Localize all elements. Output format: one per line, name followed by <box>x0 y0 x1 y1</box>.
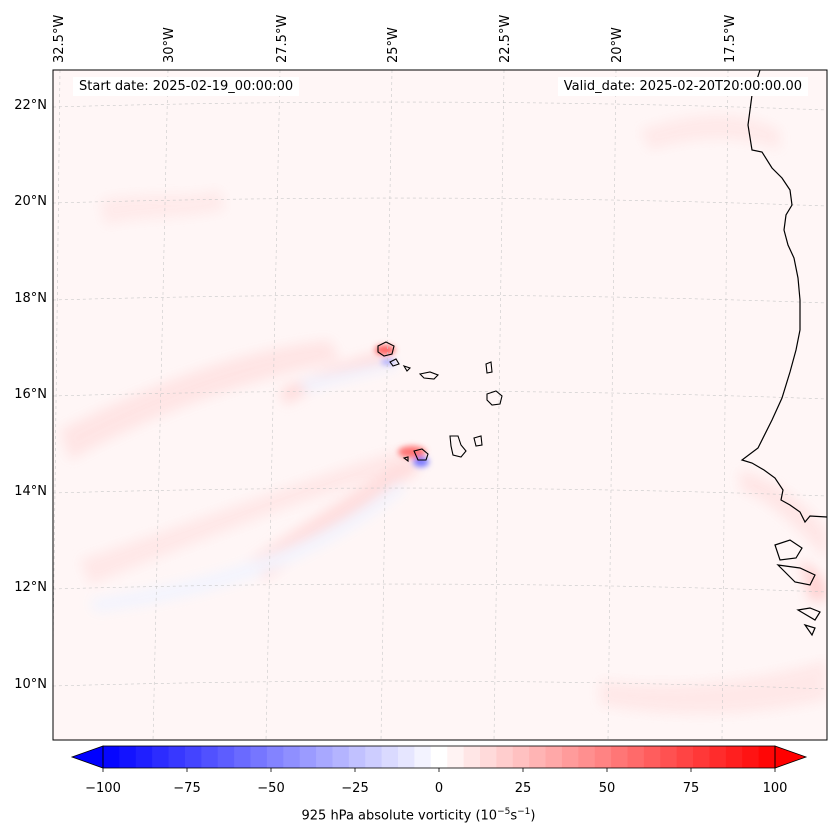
colorbar-cell <box>693 746 710 768</box>
colorbar-cell <box>545 746 563 768</box>
colorbar-tick: 0 <box>434 781 444 796</box>
colorbar-cell <box>496 746 514 768</box>
lon-label-27-5w: 27.5°W <box>275 14 290 63</box>
colorbar-cell <box>660 746 678 768</box>
lon-label-25w: 25°W <box>386 27 401 63</box>
colorbar-cell <box>266 746 284 768</box>
map-frame <box>52 69 828 741</box>
colorbar-tick: −75 <box>173 781 201 796</box>
colorbar-label-exp2: −1 <box>517 807 531 817</box>
colorbar-tick: 100 <box>762 781 788 796</box>
colorbar-cell <box>135 746 153 768</box>
colorbar-tick: −50 <box>257 781 285 796</box>
lon-label-17-5w: 17.5°W <box>723 14 738 63</box>
colorbar-tick: 75 <box>682 781 700 796</box>
lat-label-20n: 20°N <box>14 194 47 209</box>
colorbar-cell <box>414 746 432 768</box>
colorbar-cell <box>447 746 465 768</box>
colorbar-cell <box>430 746 448 768</box>
colorbar-cell <box>725 746 743 768</box>
lat-label-12n: 12°N <box>14 580 47 595</box>
colorbar-cell <box>365 746 383 768</box>
colorbar-cell <box>119 746 137 768</box>
colorbar-tick: −100 <box>85 781 121 796</box>
colorbar-cell <box>283 746 301 768</box>
colorbar-cell <box>299 746 317 768</box>
lon-label-22-5w: 22.5°W <box>498 14 513 63</box>
colorbar-cell <box>463 746 481 768</box>
colorbar-cell <box>152 746 170 768</box>
colorbar-cell <box>479 746 497 768</box>
colorbar-cell <box>234 746 252 768</box>
colorbar-cell <box>512 746 530 768</box>
start-date-label: Start date: 2025-02-19_00:00:00 <box>73 77 300 96</box>
colorbar-cell <box>217 746 235 768</box>
colorbar <box>70 745 808 772</box>
lat-label-22n: 22°N <box>14 98 47 113</box>
lon-label-32-5w: 32.5°W <box>52 14 67 63</box>
colorbar-cell <box>348 746 366 768</box>
colorbar-cell <box>643 746 661 768</box>
colorbar-cell <box>709 746 727 768</box>
lon-label-20w: 20°W <box>610 27 625 63</box>
colorbar-cell <box>594 746 612 768</box>
colorbar-cell <box>611 746 628 768</box>
lat-label-16n: 16°N <box>14 387 47 402</box>
colorbar-label-prefix: 925 hPa absolute vorticity (10 <box>301 808 498 824</box>
colorbar-label-exp1: −5 <box>497 807 511 817</box>
colorbar-min-extension <box>70 745 104 769</box>
colorbar-cell <box>332 746 350 768</box>
colorbar-cell <box>201 746 219 768</box>
lat-label-10n: 10°N <box>14 677 47 692</box>
colorbar-cell <box>676 746 694 768</box>
colorbar-tick: 25 <box>514 781 532 796</box>
colorbar-label-suffix: ) <box>530 808 536 824</box>
colorbar-cell <box>529 746 547 768</box>
colorbar-cell <box>381 746 399 768</box>
colorbar-cell <box>398 746 415 768</box>
lat-label-18n: 18°N <box>14 291 47 306</box>
colorbar-label-mid: s <box>510 808 518 824</box>
colorbar-tick: −25 <box>341 781 369 796</box>
colorbar-cell <box>742 746 760 768</box>
lon-label-30w: 30°W <box>162 27 177 63</box>
colorbar-cell <box>758 746 776 768</box>
colorbar-label: 925 hPa absolute vorticity (10−5s−1) <box>0 807 837 823</box>
colorbar-cell <box>627 746 645 768</box>
vorticity-field <box>53 70 827 740</box>
colorbar-tick: 50 <box>598 781 616 796</box>
colorbar-cell <box>578 746 596 768</box>
valid-date-label: Valid_date: 2025-02-20T20:00:00.00 <box>557 77 808 96</box>
colorbar-max-extension <box>774 745 808 769</box>
africa-coastline <box>740 70 827 637</box>
cape-verde-islands <box>377 341 503 463</box>
colorbar-cell <box>250 746 268 768</box>
colorbar-cell <box>316 746 333 768</box>
colorbar-cell <box>103 746 120 768</box>
colorbar-cell <box>184 746 202 768</box>
lat-label-14n: 14°N <box>14 484 47 499</box>
colorbar-cell <box>561 746 579 768</box>
colorbar-cell <box>168 746 186 768</box>
